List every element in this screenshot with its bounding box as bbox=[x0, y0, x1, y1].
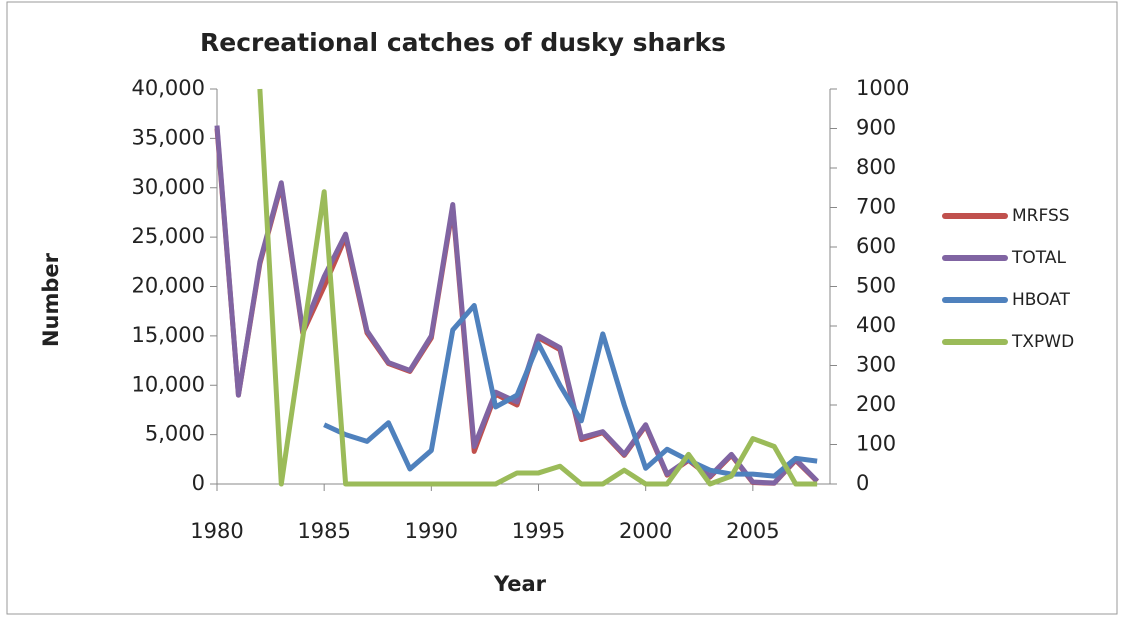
x-tick-label: 1995 bbox=[512, 519, 565, 543]
legend-label: HBOAT bbox=[1012, 290, 1071, 310]
y2-tick-label: 600 bbox=[856, 234, 896, 258]
y2-tick-label: 1000 bbox=[856, 76, 909, 100]
y2-tick-label: 0 bbox=[856, 471, 869, 495]
y2-tick-label: 800 bbox=[856, 155, 896, 179]
y2-tick-label: 900 bbox=[856, 116, 896, 140]
legend-label: MRFSS bbox=[1012, 206, 1070, 226]
frame bbox=[6, 1, 1118, 615]
x-axis-title: Year bbox=[493, 572, 547, 596]
y-tick-label: 30,000 bbox=[132, 175, 205, 199]
y-axis-title: Number bbox=[39, 252, 63, 347]
y2-tick-label: 700 bbox=[856, 195, 896, 219]
y-tick-label: 15,000 bbox=[132, 323, 205, 347]
y2-tick-label: 500 bbox=[856, 274, 896, 298]
legend-label: TOTAL bbox=[1011, 248, 1066, 268]
x-tick-label: 2005 bbox=[726, 519, 779, 543]
y2-tick-label: 400 bbox=[856, 313, 896, 337]
series-line bbox=[257, 88, 818, 487]
x-tick-label: 1985 bbox=[297, 519, 350, 543]
y2-tick-label: 100 bbox=[856, 432, 896, 456]
y-tick-label: 0 bbox=[192, 471, 205, 495]
y-tick-label: 20,000 bbox=[132, 274, 205, 298]
y-tick-label: 35,000 bbox=[132, 125, 205, 149]
y-tick-label: 25,000 bbox=[132, 224, 205, 248]
y2-tick-label: 300 bbox=[856, 353, 896, 377]
y-tick-label: 40,000 bbox=[132, 76, 205, 100]
y-tick-label: 10,000 bbox=[132, 372, 205, 396]
x-tick-label: 2000 bbox=[619, 519, 672, 543]
legend-label: TXPWD bbox=[1011, 332, 1074, 352]
x-tick-label: 1990 bbox=[405, 519, 458, 543]
y-tick-label: 5,000 bbox=[145, 422, 205, 446]
x-tick-label: 1980 bbox=[190, 519, 243, 543]
series-line bbox=[214, 125, 819, 486]
chart-title: Recreational catches of dusky sharks bbox=[200, 28, 726, 57]
y2-tick-label: 200 bbox=[856, 392, 896, 416]
